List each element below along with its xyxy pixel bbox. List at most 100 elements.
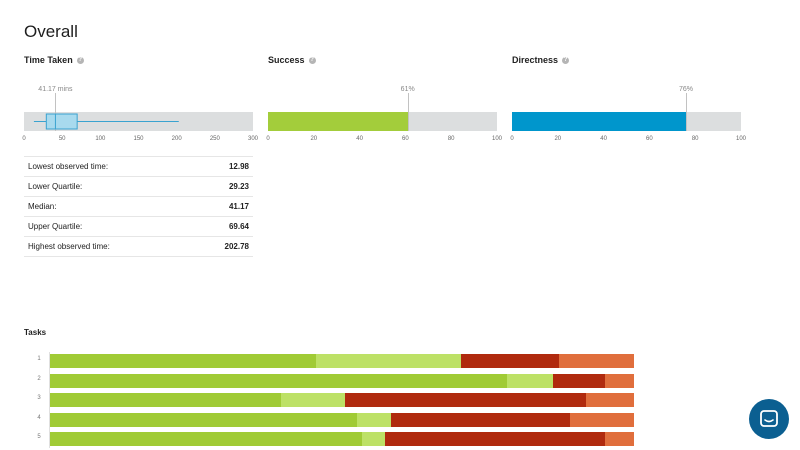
- page-title: Overall: [24, 22, 78, 41]
- time-taken-chart: [24, 93, 253, 131]
- task-stacked-bar: [50, 373, 634, 388]
- task-bar-segment: [385, 432, 605, 446]
- task-number: 1: [37, 356, 41, 362]
- median-marker-label: 41.17 mins: [38, 86, 73, 93]
- task-number: 5: [37, 434, 41, 440]
- success-bar-fill: [268, 112, 408, 131]
- question-circle-icon[interactable]: ?: [562, 56, 570, 64]
- task-bar-segment: [586, 393, 634, 407]
- task-number: 4: [37, 414, 41, 421]
- tick-label: 100: [735, 136, 747, 142]
- task-bar-segment: [604, 432, 634, 446]
- tasks-heading: Tasks: [24, 328, 47, 337]
- task-bar-segment: [50, 354, 316, 368]
- tick-label: 0: [22, 136, 26, 142]
- time-boxplot: [33, 113, 179, 130]
- tick-label: 50: [58, 136, 66, 142]
- table-row: Upper Quartile: 69.64: [24, 216, 253, 236]
- stat-value: 69.64: [228, 222, 249, 231]
- task-bar-segment: [50, 393, 282, 407]
- tick-label: 100: [95, 136, 106, 142]
- table-row: Median: 41.17: [24, 196, 253, 216]
- task-stacked-bar: [50, 432, 634, 446]
- time-taken-label: Time Taken: [24, 55, 73, 65]
- chat-bubble-icon: [760, 410, 778, 427]
- success-label: Success: [268, 55, 305, 65]
- directness-bar: [512, 93, 741, 131]
- task-stacked-bar: [50, 393, 634, 407]
- tick-label: 200: [171, 136, 182, 142]
- task-stacked-bar: [50, 412, 634, 427]
- tick-label: 100: [491, 136, 503, 142]
- task-bar-segment: [506, 373, 553, 388]
- task-bar-segment: [315, 354, 461, 368]
- success-heading: Success ?: [268, 55, 316, 65]
- tick-label: 80: [691, 136, 699, 142]
- directness-bar-fill: [512, 112, 687, 131]
- success-bar: [268, 93, 497, 131]
- tick-label: 40: [600, 136, 607, 142]
- stat-label: Median:: [28, 202, 57, 211]
- task-bar-segment: [50, 432, 363, 446]
- task-row[interactable]: 5: [34, 432, 634, 446]
- task-bar-segment: [50, 412, 357, 427]
- question-circle-icon[interactable]: ?: [76, 56, 84, 64]
- stat-label: Lowest observed time:: [28, 162, 109, 171]
- task-row[interactable]: 4: [34, 412, 634, 427]
- tick-label: 60: [402, 136, 409, 142]
- task-bar-segment: [362, 432, 386, 446]
- task-stacked-bar: [50, 354, 634, 368]
- stat-label: Lower Quartile:: [28, 182, 83, 191]
- success-value-label: 61%: [400, 86, 415, 93]
- tick-label: 20: [554, 136, 562, 142]
- stat-value: 41.17: [228, 202, 249, 211]
- stat-value: 202.78: [224, 242, 249, 251]
- directness-marker: [686, 93, 688, 131]
- task-bar-segment: [50, 373, 507, 388]
- task-bar-segment: [460, 354, 559, 368]
- chat-button[interactable]: [749, 399, 789, 439]
- question-circle-icon[interactable]: ?: [308, 56, 316, 64]
- table-row: Highest observed time: 202.78: [24, 236, 253, 257]
- task-number: 3: [37, 395, 41, 401]
- directness-value-label: 76%: [679, 86, 694, 93]
- task-row[interactable]: 1: [34, 354, 634, 368]
- median-marker: [55, 93, 57, 131]
- stat-value: 29.23: [228, 182, 249, 191]
- task-bar-segment: [344, 393, 587, 407]
- success-marker: [407, 93, 409, 131]
- tick-label: 300: [247, 136, 259, 142]
- time-axis-ticks: 0 50 100 150 200 250 300: [22, 136, 258, 145]
- table-row: Lower Quartile: 29.23: [24, 176, 253, 196]
- table-row: Lowest observed time: 12.98: [24, 156, 253, 176]
- task-bar-segment: [281, 393, 345, 407]
- time-taken-heading: Time Taken ?: [24, 55, 84, 65]
- task-bar-segment: [552, 373, 605, 388]
- tick-label: 80: [447, 136, 455, 142]
- tick-label: 40: [356, 136, 363, 142]
- quartile-box: [45, 113, 78, 130]
- task-row[interactable]: 3: [34, 393, 634, 407]
- directness-axis-ticks: 0 20 40 60 80 100: [510, 136, 746, 145]
- tick-label: 20: [310, 136, 318, 142]
- task-bar-segment: [604, 373, 634, 388]
- task-bar-segment: [356, 412, 392, 427]
- task-number: 2: [37, 375, 41, 382]
- tasks-axis-line: [49, 352, 50, 448]
- stat-label: Upper Quartile:: [28, 222, 83, 231]
- tick-label: 0: [266, 136, 270, 142]
- stat-value: 12.98: [228, 162, 249, 171]
- task-row[interactable]: 2: [34, 373, 634, 388]
- tick-label: 250: [209, 136, 220, 142]
- tick-label: 60: [646, 136, 653, 142]
- stat-label: Highest observed time:: [28, 242, 110, 251]
- task-bar-segment: [570, 412, 634, 427]
- time-stats-table: Lowest observed time: 12.98 Lower Quartil…: [24, 156, 253, 257]
- tick-label: 150: [133, 136, 144, 142]
- task-bar-segment: [391, 412, 571, 427]
- task-bar-segment: [558, 354, 634, 368]
- success-axis-ticks: 0 20 40 60 80 100: [266, 136, 502, 145]
- directness-label: Directness: [512, 55, 559, 65]
- tick-label: 0: [510, 136, 514, 142]
- directness-heading: Directness ?: [512, 55, 570, 65]
